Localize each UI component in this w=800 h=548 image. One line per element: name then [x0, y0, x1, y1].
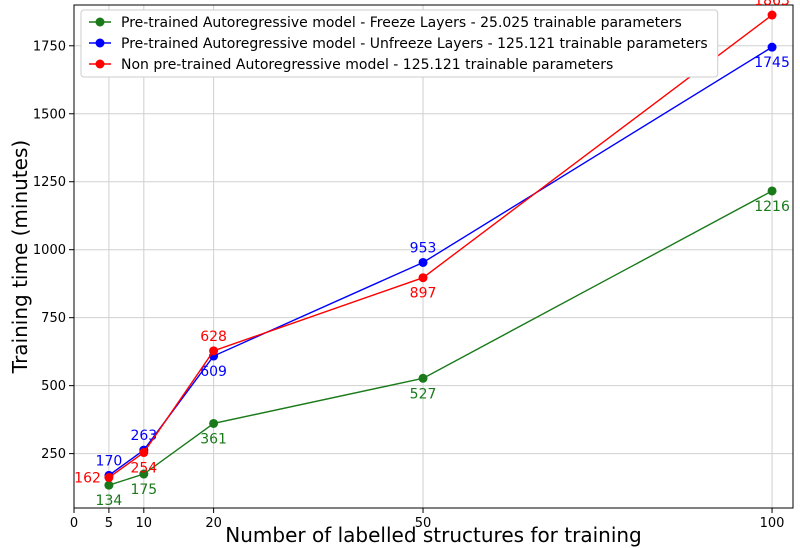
data-label: 527: [410, 386, 437, 402]
legend: Pre-trained Autoregressive model - Freez…: [80, 9, 719, 78]
data-label: 134: [96, 493, 123, 509]
data-label: 254: [130, 461, 157, 477]
y-tick-label: 1500: [33, 107, 66, 122]
y-tick-label: 250: [41, 447, 66, 462]
plot-frame: [73, 4, 794, 509]
data-point: [104, 480, 114, 490]
data-label: 953: [410, 240, 437, 256]
data-point: [139, 469, 149, 479]
data-label: 170: [96, 453, 123, 469]
y-tick-label: 1250: [33, 175, 66, 190]
series-line: [108, 14, 773, 479]
data-label: 609: [200, 364, 227, 380]
x-axis-ticks: 0 5 10 20 50 100: [70, 508, 785, 531]
data-label: 897: [410, 286, 437, 302]
series-2: 170 263 609 953 1745: [96, 42, 790, 480]
legend-entry: Pre-trained Autoregressive model - Freez…: [121, 15, 682, 31]
data-label: 175: [130, 482, 157, 498]
y-tick-label: 1000: [33, 243, 66, 258]
legend-box: [80, 9, 719, 78]
data-point: [767, 186, 777, 196]
data-point: [418, 273, 428, 283]
series-1: 134 175 361 527 1216: [96, 186, 790, 509]
series-line: [108, 46, 773, 476]
data-label: 361: [200, 431, 227, 447]
legend-entry: Pre-trained Autoregressive model - Unfre…: [121, 36, 708, 52]
data-point: [418, 257, 428, 267]
data-label: 1216: [754, 199, 790, 215]
y-axis-ticks: 250 500 750 1000 1250 1500 1750: [33, 39, 74, 462]
data-point: [209, 346, 219, 356]
legend-marker: [95, 59, 105, 69]
data-point: [139, 448, 149, 458]
legend-entry: Non pre-trained Autoregressive model - 1…: [121, 57, 613, 73]
y-tick-label: 750: [41, 311, 66, 326]
y-tick-label: 1750: [33, 39, 66, 54]
data-label: 1863: [754, 0, 790, 9]
y-axis-label: Training time (minutes): [8, 140, 32, 374]
series-group: 134 175 361 527 1216 170 263 609 953 1745 162 254 62…: [74, 0, 790, 509]
x-axis-label: Number of labelled structures for traini…: [225, 523, 642, 547]
x-tick-label: 0: [70, 516, 78, 531]
data-label: 263: [130, 428, 157, 444]
legend-marker: [95, 17, 105, 27]
x-tick-label: 20: [205, 516, 222, 531]
x-tick-label: 5: [105, 516, 113, 531]
data-point: [767, 42, 777, 52]
y-tick-label: 500: [41, 379, 66, 394]
x-tick-label: 50: [415, 516, 432, 531]
data-point: [418, 373, 428, 383]
series-3: 162 254 628 897 1863: [74, 0, 790, 487]
data-point: [767, 10, 777, 20]
legend-marker: [95, 38, 105, 48]
data-label: 628: [200, 329, 227, 345]
data-point: [209, 418, 219, 428]
data-point: [104, 473, 114, 483]
x-tick-label: 100: [760, 516, 785, 531]
data-label: 1745: [754, 55, 790, 71]
data-label: 162: [74, 471, 101, 487]
x-tick-label: 10: [136, 516, 153, 531]
